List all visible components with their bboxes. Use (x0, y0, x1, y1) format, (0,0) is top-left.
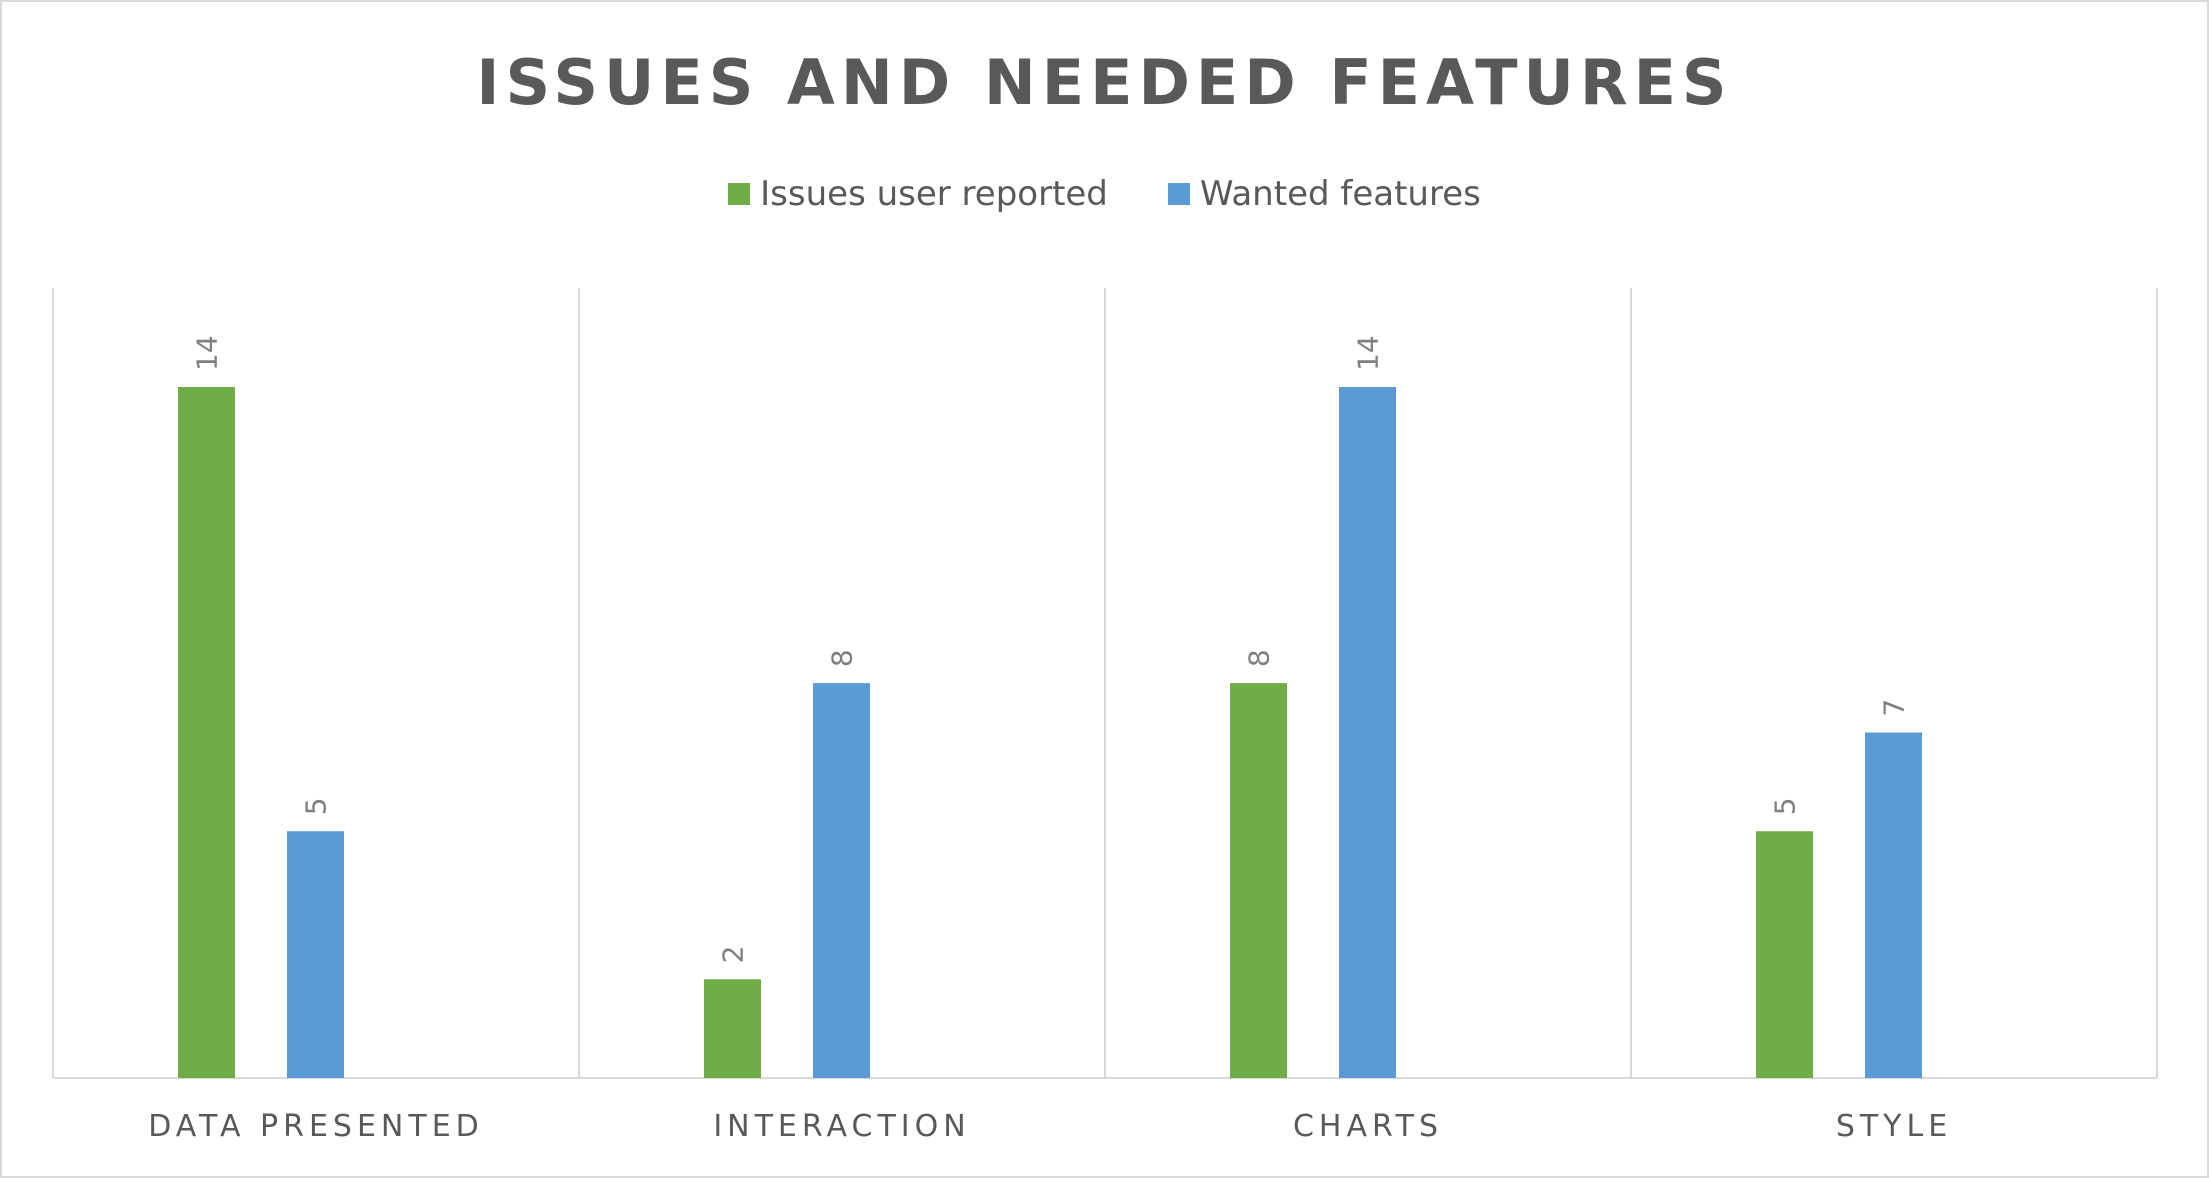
legend-item-issues: Issues user reported (728, 174, 1108, 214)
legend-label-issues: Issues user reported (760, 174, 1108, 214)
bar-issues-2 (1230, 683, 1287, 1078)
bar-features-0 (287, 831, 344, 1078)
data-label-issues-3: 5 (1769, 797, 1802, 815)
data-label-features-2: 14 (1352, 335, 1385, 371)
bar-issues-1 (704, 979, 761, 1078)
data-label-issues-2: 8 (1243, 649, 1276, 667)
legend-item-features: Wanted features (1167, 174, 1481, 214)
data-label-issues-1: 2 (717, 945, 750, 963)
bar-features-2 (1339, 387, 1396, 1078)
chart-title: ISSUES AND NEEDED FEATURES (476, 46, 1733, 119)
legend-swatch-issues (728, 183, 751, 205)
category-label-3: STYLE (1836, 1109, 1952, 1144)
category-label-2: CHARTS (1293, 1109, 1443, 1144)
bar-features-1 (813, 683, 870, 1078)
bar-issues-3 (1756, 831, 1813, 1078)
category-label-0: DATA PRESENTED (148, 1109, 484, 1144)
data-label-features-3: 7 (1878, 699, 1911, 717)
legend-label-features: Wanted features (1199, 174, 1481, 214)
data-label-features-1: 8 (826, 649, 859, 667)
legend: Issues user reported Wanted features (2, 174, 2207, 214)
category-label-1: INTERACTION (713, 1109, 970, 1144)
bar-features-3 (1865, 732, 1922, 1078)
bar-issues-0 (178, 387, 235, 1078)
data-label-features-0: 5 (300, 797, 333, 815)
data-label-issues-0: 14 (191, 335, 224, 371)
legend-swatch-features (1167, 183, 1190, 205)
